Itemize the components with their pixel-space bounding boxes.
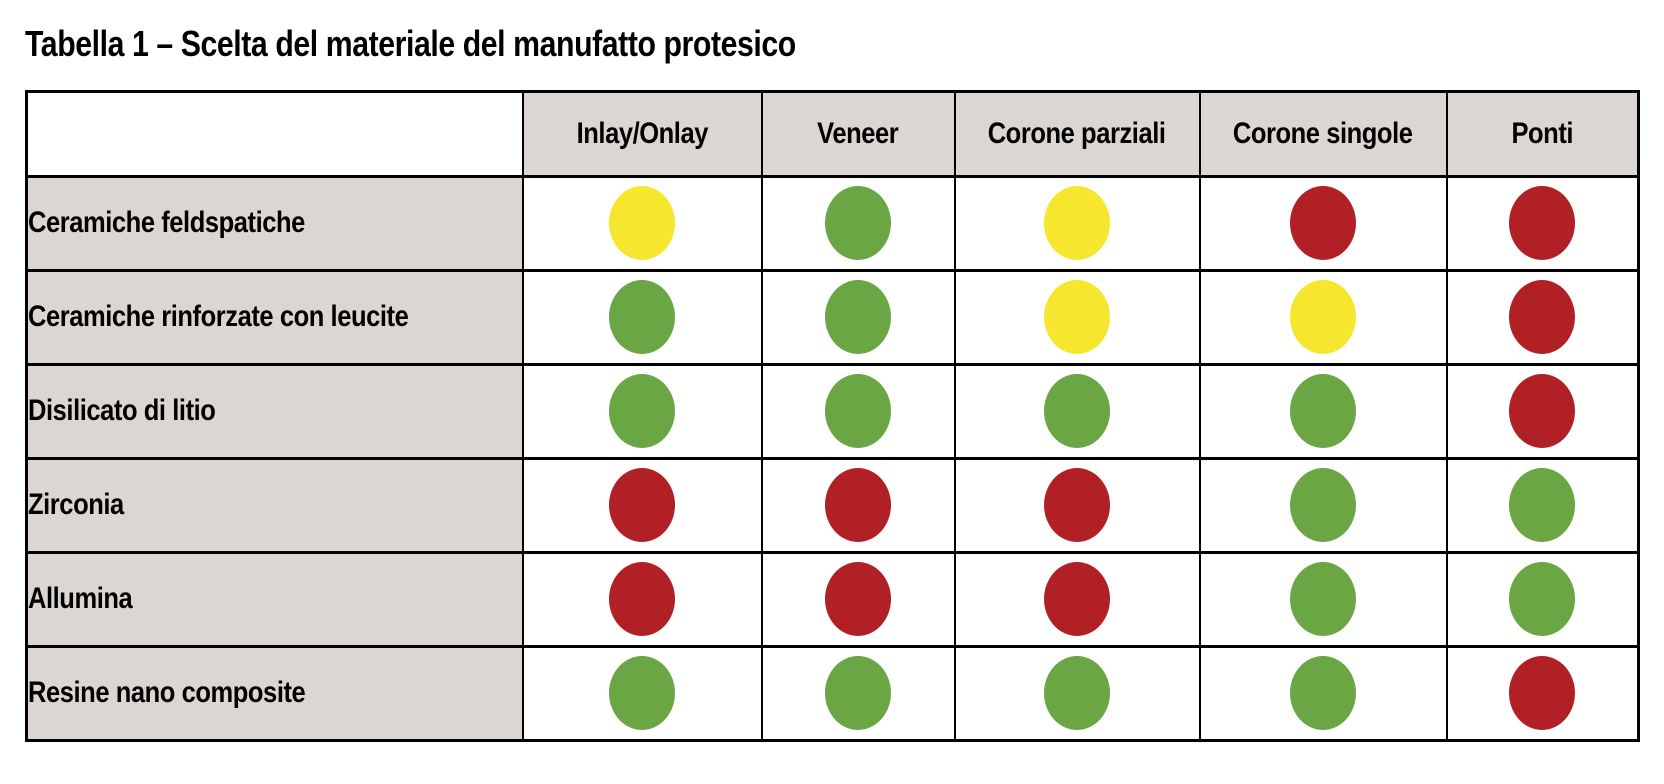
row-label-text: Ceramiche feldspatiche (28, 206, 305, 240)
column-header-ponti: Ponti (1445, 89, 1640, 178)
rating-dot (1290, 468, 1356, 543)
rating-dot (1290, 280, 1356, 355)
rating-cell (1198, 644, 1448, 742)
rating-dot (609, 186, 675, 261)
rating-dot (1290, 374, 1356, 449)
rating-cell (953, 174, 1201, 272)
rating-dot (1509, 656, 1576, 731)
rating-cell (760, 550, 956, 648)
rating-cell (760, 456, 956, 554)
rating-cell (521, 456, 763, 554)
rating-dot (1509, 280, 1576, 355)
column-header-label: Inlay/Onlay (576, 116, 708, 150)
rating-cell (760, 644, 956, 742)
rating-dot (1290, 562, 1356, 637)
rating-cell (521, 362, 763, 460)
rating-cell (1445, 268, 1640, 366)
column-header-inlay-onlay: Inlay/Onlay (521, 89, 763, 178)
rating-cell (1198, 362, 1448, 460)
column-header-label: Ponti (1511, 116, 1574, 150)
row-label-text: Resine nano composite (28, 676, 306, 710)
page-title-text: Tabella 1 – Scelta del materiale del man… (25, 23, 796, 64)
rating-cell (521, 550, 763, 648)
table-row-ceramiche-rinforzate: Ceramiche rinforzate con leucite (25, 268, 1640, 366)
row-label: Ceramiche feldspatiche (25, 174, 524, 272)
column-header-label: Corone singole (1233, 116, 1413, 150)
rating-dot (609, 562, 675, 637)
rating-cell (760, 268, 956, 366)
rating-dot (825, 374, 891, 449)
rating-dot (825, 656, 891, 731)
table-row-allumina: Allumina (25, 550, 1640, 648)
rating-cell (760, 174, 956, 272)
page: Tabella 1 – Scelta del materiale del man… (0, 24, 1664, 784)
rating-dot (1509, 374, 1576, 449)
rating-dot (609, 374, 675, 449)
rating-cell (1445, 644, 1640, 742)
rating-dot (825, 562, 891, 637)
rating-dot (825, 468, 891, 543)
rating-dot (1509, 562, 1576, 637)
column-header-veneer: Veneer (760, 89, 956, 178)
rating-dot (1044, 280, 1110, 355)
column-header-corone-singole: Corone singole (1198, 89, 1448, 178)
rating-dot (609, 468, 675, 543)
table-row-disilicato-di-litio: Disilicato di litio (25, 362, 1640, 460)
rating-dot (1044, 186, 1110, 261)
column-header-label: Corone parziali (988, 116, 1166, 150)
rating-cell (953, 362, 1201, 460)
page-title: Tabella 1 – Scelta del materiale del man… (25, 24, 1664, 64)
rating-cell (953, 456, 1201, 554)
row-label: Zirconia (25, 456, 524, 554)
materials-table: Inlay/Onlay Veneer Corone parziali Coron… (25, 89, 1640, 742)
rating-cell (760, 362, 956, 460)
rating-cell (1445, 456, 1640, 554)
rating-cell (1445, 174, 1640, 272)
header-row: Inlay/Onlay Veneer Corone parziali Coron… (25, 89, 1640, 178)
rating-dot (1509, 186, 1576, 261)
rating-cell (1198, 550, 1448, 648)
rating-cell (1445, 362, 1640, 460)
row-label: Resine nano composite (25, 644, 524, 742)
row-label: Ceramiche rinforzate con leucite (25, 268, 524, 366)
row-label: Disilicato di litio (25, 362, 524, 460)
rating-cell (953, 644, 1201, 742)
rating-cell (521, 268, 763, 366)
corner-cell (25, 89, 524, 178)
rating-cell (1198, 456, 1448, 554)
row-label: Allumina (25, 550, 524, 648)
column-header-corone-parziali: Corone parziali (953, 89, 1201, 178)
column-header-label: Veneer (817, 116, 899, 150)
rating-dot (1044, 562, 1110, 637)
rating-dot (609, 280, 675, 355)
row-label-text: Ceramiche rinforzate con leucite (28, 300, 409, 334)
rating-dot (1044, 374, 1110, 449)
rating-dot (1509, 468, 1576, 543)
row-label-text: Allumina (28, 582, 133, 616)
rating-dot (825, 280, 891, 355)
rating-cell (953, 268, 1201, 366)
rating-dot (825, 186, 891, 261)
row-label-text: Zirconia (28, 488, 124, 522)
rating-dot (1044, 468, 1110, 543)
rating-cell (1445, 550, 1640, 648)
rating-cell (953, 550, 1201, 648)
rating-dot (1044, 656, 1110, 731)
rating-cell (521, 174, 763, 272)
rating-cell (1198, 268, 1448, 366)
rating-cell (1198, 174, 1448, 272)
rating-cell (521, 644, 763, 742)
rating-dot (609, 656, 675, 731)
table-row-ceramiche-feldspatiche: Ceramiche feldspatiche (25, 174, 1640, 272)
rating-dot (1290, 186, 1356, 261)
rating-dot (1290, 656, 1356, 731)
table-row-resine-nano-composite: Resine nano composite (25, 644, 1640, 742)
table-row-zirconia: Zirconia (25, 456, 1640, 554)
row-label-text: Disilicato di litio (28, 394, 216, 428)
